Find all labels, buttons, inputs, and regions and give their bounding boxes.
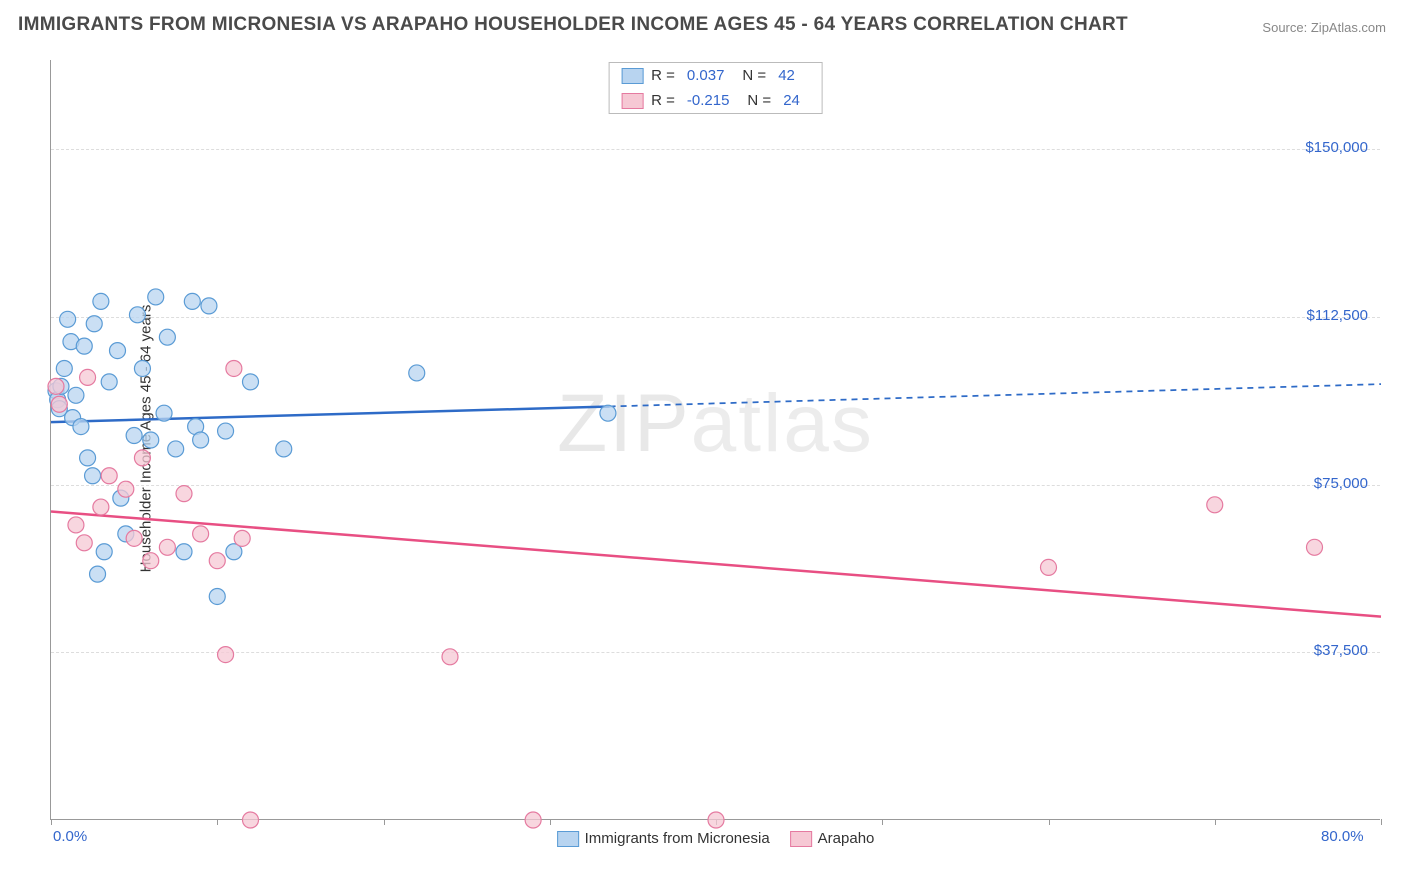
scatter-point	[184, 293, 200, 309]
scatter-point	[56, 360, 72, 376]
scatter-point	[409, 365, 425, 381]
x-tick-mark	[217, 819, 218, 825]
trend-line-solid	[51, 512, 1381, 617]
scatter-point	[234, 530, 250, 546]
x-tick-mark	[1049, 819, 1050, 825]
scatter-point	[193, 526, 209, 542]
trend-line-solid	[51, 406, 610, 422]
scatter-point	[226, 360, 242, 376]
scatter-point	[193, 432, 209, 448]
scatter-point	[600, 405, 616, 421]
scatter-point	[218, 423, 234, 439]
scatter-point	[1207, 497, 1223, 513]
source-attribution: Source: ZipAtlas.com	[1262, 20, 1386, 35]
scatter-point	[243, 374, 259, 390]
scatter-point	[60, 311, 76, 327]
scatter-point	[708, 812, 724, 828]
scatter-point	[80, 450, 96, 466]
series-legend-item: Arapaho	[790, 830, 875, 847]
scatter-point	[159, 329, 175, 345]
source-label: Source:	[1262, 20, 1307, 35]
series-name: Immigrants from Micronesia	[585, 830, 770, 847]
scatter-point	[126, 428, 142, 444]
scatter-point	[93, 293, 109, 309]
scatter-point	[209, 588, 225, 604]
scatter-point	[96, 544, 112, 560]
x-tick-mark	[550, 819, 551, 825]
scatter-point	[118, 481, 134, 497]
scatter-point	[442, 649, 458, 665]
scatter-point	[156, 405, 172, 421]
x-tick-mark	[1215, 819, 1216, 825]
scatter-point	[143, 432, 159, 448]
series-legend-item: Immigrants from Micronesia	[557, 830, 770, 847]
plot-area: ZIPatlas $37,500$75,000$112,500$150,000 …	[50, 60, 1380, 820]
scatter-point	[1041, 559, 1057, 575]
scatter-point	[90, 566, 106, 582]
scatter-point	[176, 486, 192, 502]
scatter-point	[76, 535, 92, 551]
scatter-point	[168, 441, 184, 457]
x-tick-label: 80.0%	[1321, 828, 1364, 845]
scatter-point	[80, 369, 96, 385]
scatter-point	[73, 419, 89, 435]
scatter-point	[209, 553, 225, 569]
scatter-point	[218, 647, 234, 663]
chart-title: IMMIGRANTS FROM MICRONESIA VS ARAPAHO HO…	[18, 14, 1128, 36]
scatter-point	[129, 307, 145, 323]
scatter-point	[68, 387, 84, 403]
scatter-point	[159, 539, 175, 555]
scatter-point	[1307, 539, 1323, 555]
x-tick-mark	[1381, 819, 1382, 825]
scatter-point	[86, 316, 102, 332]
scatter-point	[201, 298, 217, 314]
scatter-point	[126, 530, 142, 546]
scatter-point	[76, 338, 92, 354]
x-tick-mark	[882, 819, 883, 825]
scatter-point	[176, 544, 192, 560]
x-tick-mark	[51, 819, 52, 825]
series-name: Arapaho	[818, 830, 875, 847]
legend-swatch	[557, 831, 579, 847]
scatter-point	[85, 468, 101, 484]
scatter-point	[110, 343, 126, 359]
scatter-point	[276, 441, 292, 457]
scatter-point	[148, 289, 164, 305]
scatter-point	[68, 517, 84, 533]
scatter-point	[93, 499, 109, 515]
scatter-point	[51, 396, 67, 412]
trend-line-dashed	[610, 384, 1381, 406]
x-tick-mark	[384, 819, 385, 825]
scatter-point	[101, 374, 117, 390]
scatter-point	[101, 468, 117, 484]
scatter-point	[243, 812, 259, 828]
chart-canvas	[51, 60, 1380, 819]
scatter-point	[48, 378, 64, 394]
series-legend: Immigrants from Micronesia Arapaho	[557, 830, 875, 847]
legend-swatch	[790, 831, 812, 847]
scatter-point	[525, 812, 541, 828]
source-name: ZipAtlas.com	[1311, 20, 1386, 35]
scatter-point	[143, 553, 159, 569]
scatter-point	[134, 450, 150, 466]
scatter-point	[134, 360, 150, 376]
x-tick-label: 0.0%	[53, 828, 87, 845]
